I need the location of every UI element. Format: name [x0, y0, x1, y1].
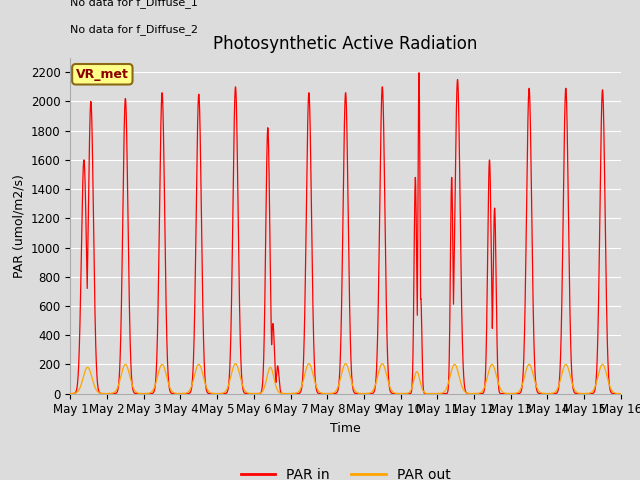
Y-axis label: PAR (umol/m2/s): PAR (umol/m2/s) — [12, 174, 26, 277]
Text: VR_met: VR_met — [76, 68, 129, 81]
Text: No data for f_Diffuse_1: No data for f_Diffuse_1 — [70, 0, 198, 8]
Legend: PAR in, PAR out: PAR in, PAR out — [235, 462, 456, 480]
Text: No data for f_Diffuse_2: No data for f_Diffuse_2 — [70, 24, 198, 35]
X-axis label: Time: Time — [330, 422, 361, 435]
Title: Photosynthetic Active Radiation: Photosynthetic Active Radiation — [213, 35, 478, 53]
